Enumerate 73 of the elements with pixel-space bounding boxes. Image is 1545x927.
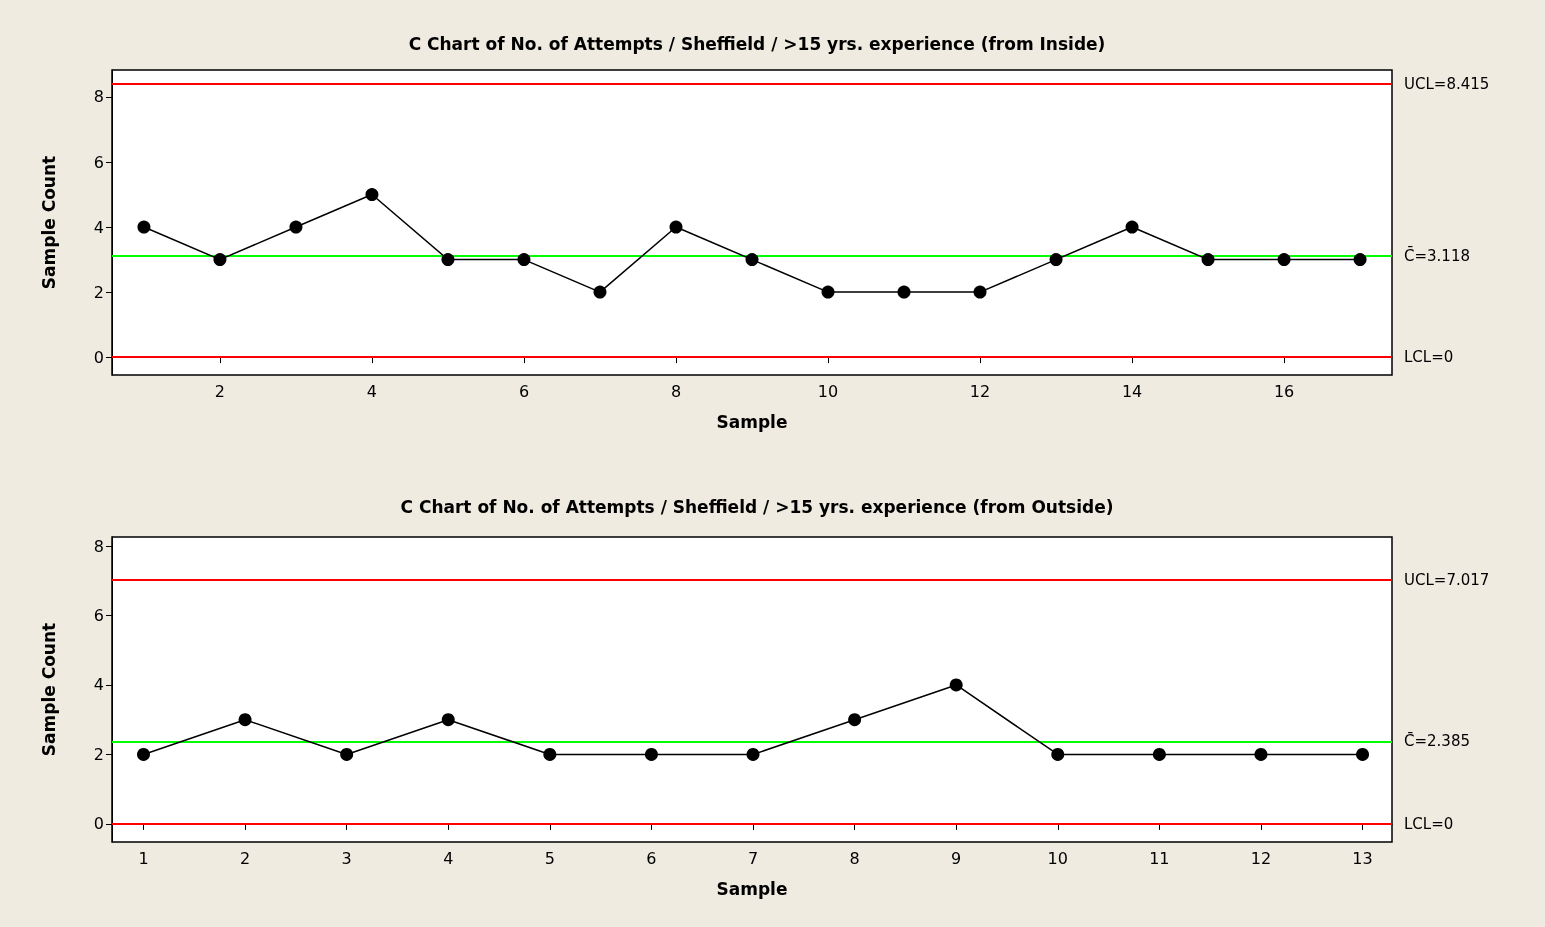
- x-tick-label: 10: [817, 381, 839, 401]
- chart-title: C Chart of No. of Attempts / Sheffield / >15 yrs. experience (from Outside): [400, 496, 1114, 517]
- ref-line-label: C̄=3.118: [1404, 245, 1470, 265]
- point: [441, 713, 455, 727]
- x-tick-label: 8: [849, 848, 860, 868]
- x-tick-label: 4: [443, 848, 454, 868]
- x-tick-label: 12: [969, 381, 991, 401]
- point: [213, 253, 227, 267]
- point: [517, 253, 531, 267]
- x-tick-label: 1: [138, 848, 149, 868]
- x-axis-title: Sample: [716, 878, 788, 899]
- ref-line-label: LCL=0: [1404, 348, 1454, 367]
- y-tick-label: 6: [93, 606, 104, 626]
- point: [821, 285, 835, 299]
- x-tick-label: 7: [747, 848, 759, 868]
- point: [1353, 253, 1367, 267]
- x-tick-label: 8: [670, 381, 682, 401]
- x-tick-label: 2: [214, 381, 226, 401]
- point: [1049, 253, 1063, 267]
- point: [1152, 747, 1166, 761]
- y-tick-label: 4: [93, 675, 104, 695]
- x-tick-label: 5: [544, 848, 555, 868]
- x-tick-label: 6: [646, 848, 657, 868]
- point: [137, 220, 151, 234]
- point: [1201, 253, 1215, 267]
- y-tick-label: 8: [93, 87, 104, 107]
- x-tick-label: 2: [239, 848, 251, 868]
- x-tick-label: 11: [1149, 848, 1170, 868]
- x-tick-label: 14: [1121, 381, 1143, 401]
- ref-line-label: C̄=2.385: [1404, 731, 1470, 751]
- point: [1125, 220, 1139, 234]
- y-axis-title: Sample Count: [38, 622, 59, 757]
- y-axis-title: Sample Count: [38, 155, 59, 290]
- point: [340, 747, 354, 761]
- x-tick-label: 13: [1352, 848, 1373, 868]
- point: [1356, 747, 1370, 761]
- ref-line-label: LCL=0: [1404, 814, 1454, 833]
- point: [1277, 253, 1291, 267]
- point: [897, 285, 911, 299]
- point: [137, 747, 150, 761]
- x-tick-label: 6: [518, 381, 530, 401]
- point: [289, 220, 303, 234]
- x-tick-label: 3: [341, 848, 352, 868]
- y-tick-label: 2: [93, 282, 104, 302]
- x-tick-label: 9: [951, 848, 962, 868]
- point: [973, 285, 987, 299]
- point: [669, 220, 683, 234]
- x-tick-label: 16: [1273, 381, 1295, 401]
- point: [593, 285, 607, 299]
- point: [238, 713, 252, 727]
- point: [543, 747, 557, 761]
- ref-line-label: UCL=8.415: [1404, 74, 1490, 93]
- point: [746, 747, 760, 761]
- point: [745, 253, 759, 267]
- y-tick-label: 0: [93, 814, 104, 834]
- point: [949, 678, 963, 692]
- point: [848, 713, 862, 727]
- chart-title: C Chart of No. of Attempts / Sheffield / >15 yrs. experience (from Inside): [408, 33, 1106, 54]
- point: [441, 253, 455, 267]
- point: [1051, 747, 1065, 761]
- x-tick-label: 12: [1250, 848, 1272, 868]
- y-tick-label: 6: [93, 152, 104, 172]
- y-tick-label: 4: [93, 217, 104, 237]
- y-tick-label: 0: [93, 347, 104, 367]
- point: [644, 747, 658, 761]
- y-tick-label: 8: [93, 536, 104, 556]
- ref-line-label: UCL=7.017: [1404, 571, 1490, 590]
- y-tick-label: 2: [93, 744, 104, 764]
- x-tick-label: 10: [1047, 848, 1068, 868]
- point: [365, 188, 379, 202]
- x-tick-label: 4: [366, 381, 378, 401]
- x-axis-title: Sample: [716, 411, 788, 432]
- point: [1254, 747, 1268, 761]
